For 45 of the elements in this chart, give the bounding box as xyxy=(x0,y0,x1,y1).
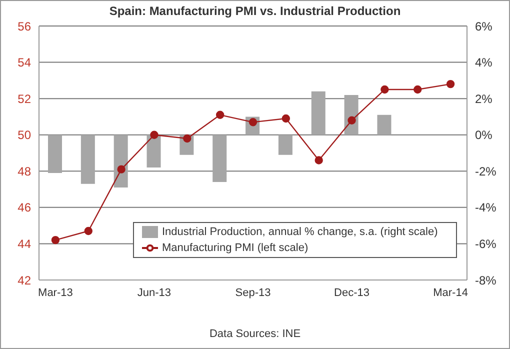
y-tick-label: 52 xyxy=(18,92,32,106)
y2-tick-label: 0% xyxy=(475,128,493,142)
point xyxy=(348,116,356,124)
y-tick-label: 54 xyxy=(18,56,32,70)
point xyxy=(84,226,92,236)
bar xyxy=(311,91,326,135)
bar xyxy=(212,134,227,182)
point xyxy=(380,85,389,94)
point xyxy=(282,114,290,123)
y-tick-label: 50 xyxy=(18,128,32,142)
y2-tick-label: 6% xyxy=(475,19,493,34)
y2-tick-label: -2% xyxy=(475,164,497,178)
bar xyxy=(377,114,392,135)
y-tick-label: 46 xyxy=(18,200,32,215)
y-tick-label: 48 xyxy=(18,164,32,178)
point xyxy=(117,165,126,174)
y-tick-label: 44 xyxy=(18,236,32,251)
x-tick-label: Dec-13 xyxy=(334,286,370,299)
y2-tick-label: 2% xyxy=(475,92,493,106)
text: Data Sources: INE xyxy=(208,328,302,340)
point xyxy=(314,156,323,164)
x-tick-label: Sep-13 xyxy=(235,286,271,299)
point xyxy=(446,80,455,88)
y-tick-label: 56 xyxy=(18,19,32,34)
bar xyxy=(146,134,161,168)
y2-tick-label: 4% xyxy=(475,56,493,70)
point xyxy=(51,236,60,244)
y2-tick-label: -6% xyxy=(475,236,497,251)
legend-label: Industrial Production, annual % change, s.a. (right scale) xyxy=(162,226,438,238)
bar xyxy=(80,134,95,184)
point xyxy=(150,130,158,139)
x-tick-label: Mar-13 xyxy=(38,286,73,299)
bar xyxy=(48,134,62,173)
bar xyxy=(278,134,292,155)
chart-title: Spain: Manufacturing PMI vs. Industrial Production xyxy=(108,4,402,18)
x-tick-label: Jun-13 xyxy=(137,286,172,299)
y2-tick-label: -4% xyxy=(475,200,497,215)
legend-label: Manufacturing PMI (left scale) xyxy=(162,242,308,254)
point xyxy=(183,134,192,143)
point xyxy=(414,85,422,94)
x-tick-label: Mar-14 xyxy=(433,286,468,299)
y2-tick-label: -8% xyxy=(475,273,497,288)
y-tick-label: 42 xyxy=(18,273,32,288)
bar xyxy=(114,134,128,188)
point xyxy=(216,110,224,119)
